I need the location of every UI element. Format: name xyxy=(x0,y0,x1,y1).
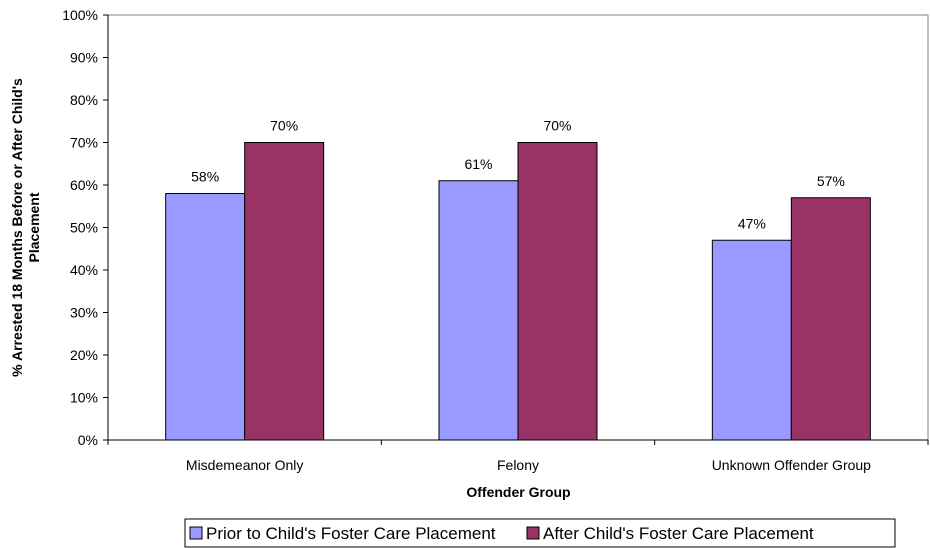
data-label: 70% xyxy=(270,118,298,134)
y-axis-title-line-2: Placement xyxy=(26,192,42,262)
y-axis-title-line-1: % Arrested 18 Months Before or After Chi… xyxy=(9,78,25,377)
y-tick-label: 60% xyxy=(70,177,98,193)
y-tick-label: 100% xyxy=(62,7,98,23)
data-label: 47% xyxy=(738,215,766,231)
data-label: 70% xyxy=(543,118,571,134)
bar xyxy=(165,193,246,441)
bar xyxy=(790,197,871,441)
y-tick-label: 0% xyxy=(78,432,98,448)
y-tick-label: 70% xyxy=(70,135,98,151)
bar xyxy=(517,142,598,441)
y-tick-label: 10% xyxy=(70,390,98,406)
y-tick-label: 40% xyxy=(70,262,98,278)
y-tick-label: 80% xyxy=(70,92,98,108)
x-category-labels: Misdemeanor Only Felony Unknown Offender G… xyxy=(107,440,929,473)
data-label: 58% xyxy=(191,169,219,185)
legend-label-after: After Child's Foster Care Placement xyxy=(543,524,814,543)
bar xyxy=(438,180,519,441)
x-tick-label: Misdemeanor Only xyxy=(186,457,304,473)
bar xyxy=(244,142,325,441)
y-axis-title: % Arrested 18 Months Before or After Chi… xyxy=(9,78,42,377)
bar xyxy=(711,239,792,441)
x-tick-label: Felony xyxy=(497,457,539,473)
y-tick-label: 90% xyxy=(70,50,98,66)
data-label: 61% xyxy=(464,156,492,172)
legend-swatch-prior xyxy=(189,526,203,540)
x-axis-title: Offender Group xyxy=(466,484,570,500)
x-tick-label: Unknown Offender Group xyxy=(712,457,871,473)
legend-swatch-after xyxy=(526,526,540,540)
y-tick-label: 50% xyxy=(70,220,98,236)
legend-box xyxy=(184,518,896,548)
data-labels: 58% 70% 61% 70% 47% 57% xyxy=(191,118,845,232)
legend: Prior to Child's Foster Care Placement A… xyxy=(184,518,896,548)
bars xyxy=(165,142,871,441)
y-tick-label: 30% xyxy=(70,305,98,321)
legend-label-prior: Prior to Child's Foster Care Placement xyxy=(206,524,496,543)
y-tick-label: 20% xyxy=(70,347,98,363)
y-ticks: 0% 10% 20% 30% 40% 50% 60% 70% 80% 90% 100% xyxy=(62,7,108,448)
data-label: 57% xyxy=(817,173,845,189)
